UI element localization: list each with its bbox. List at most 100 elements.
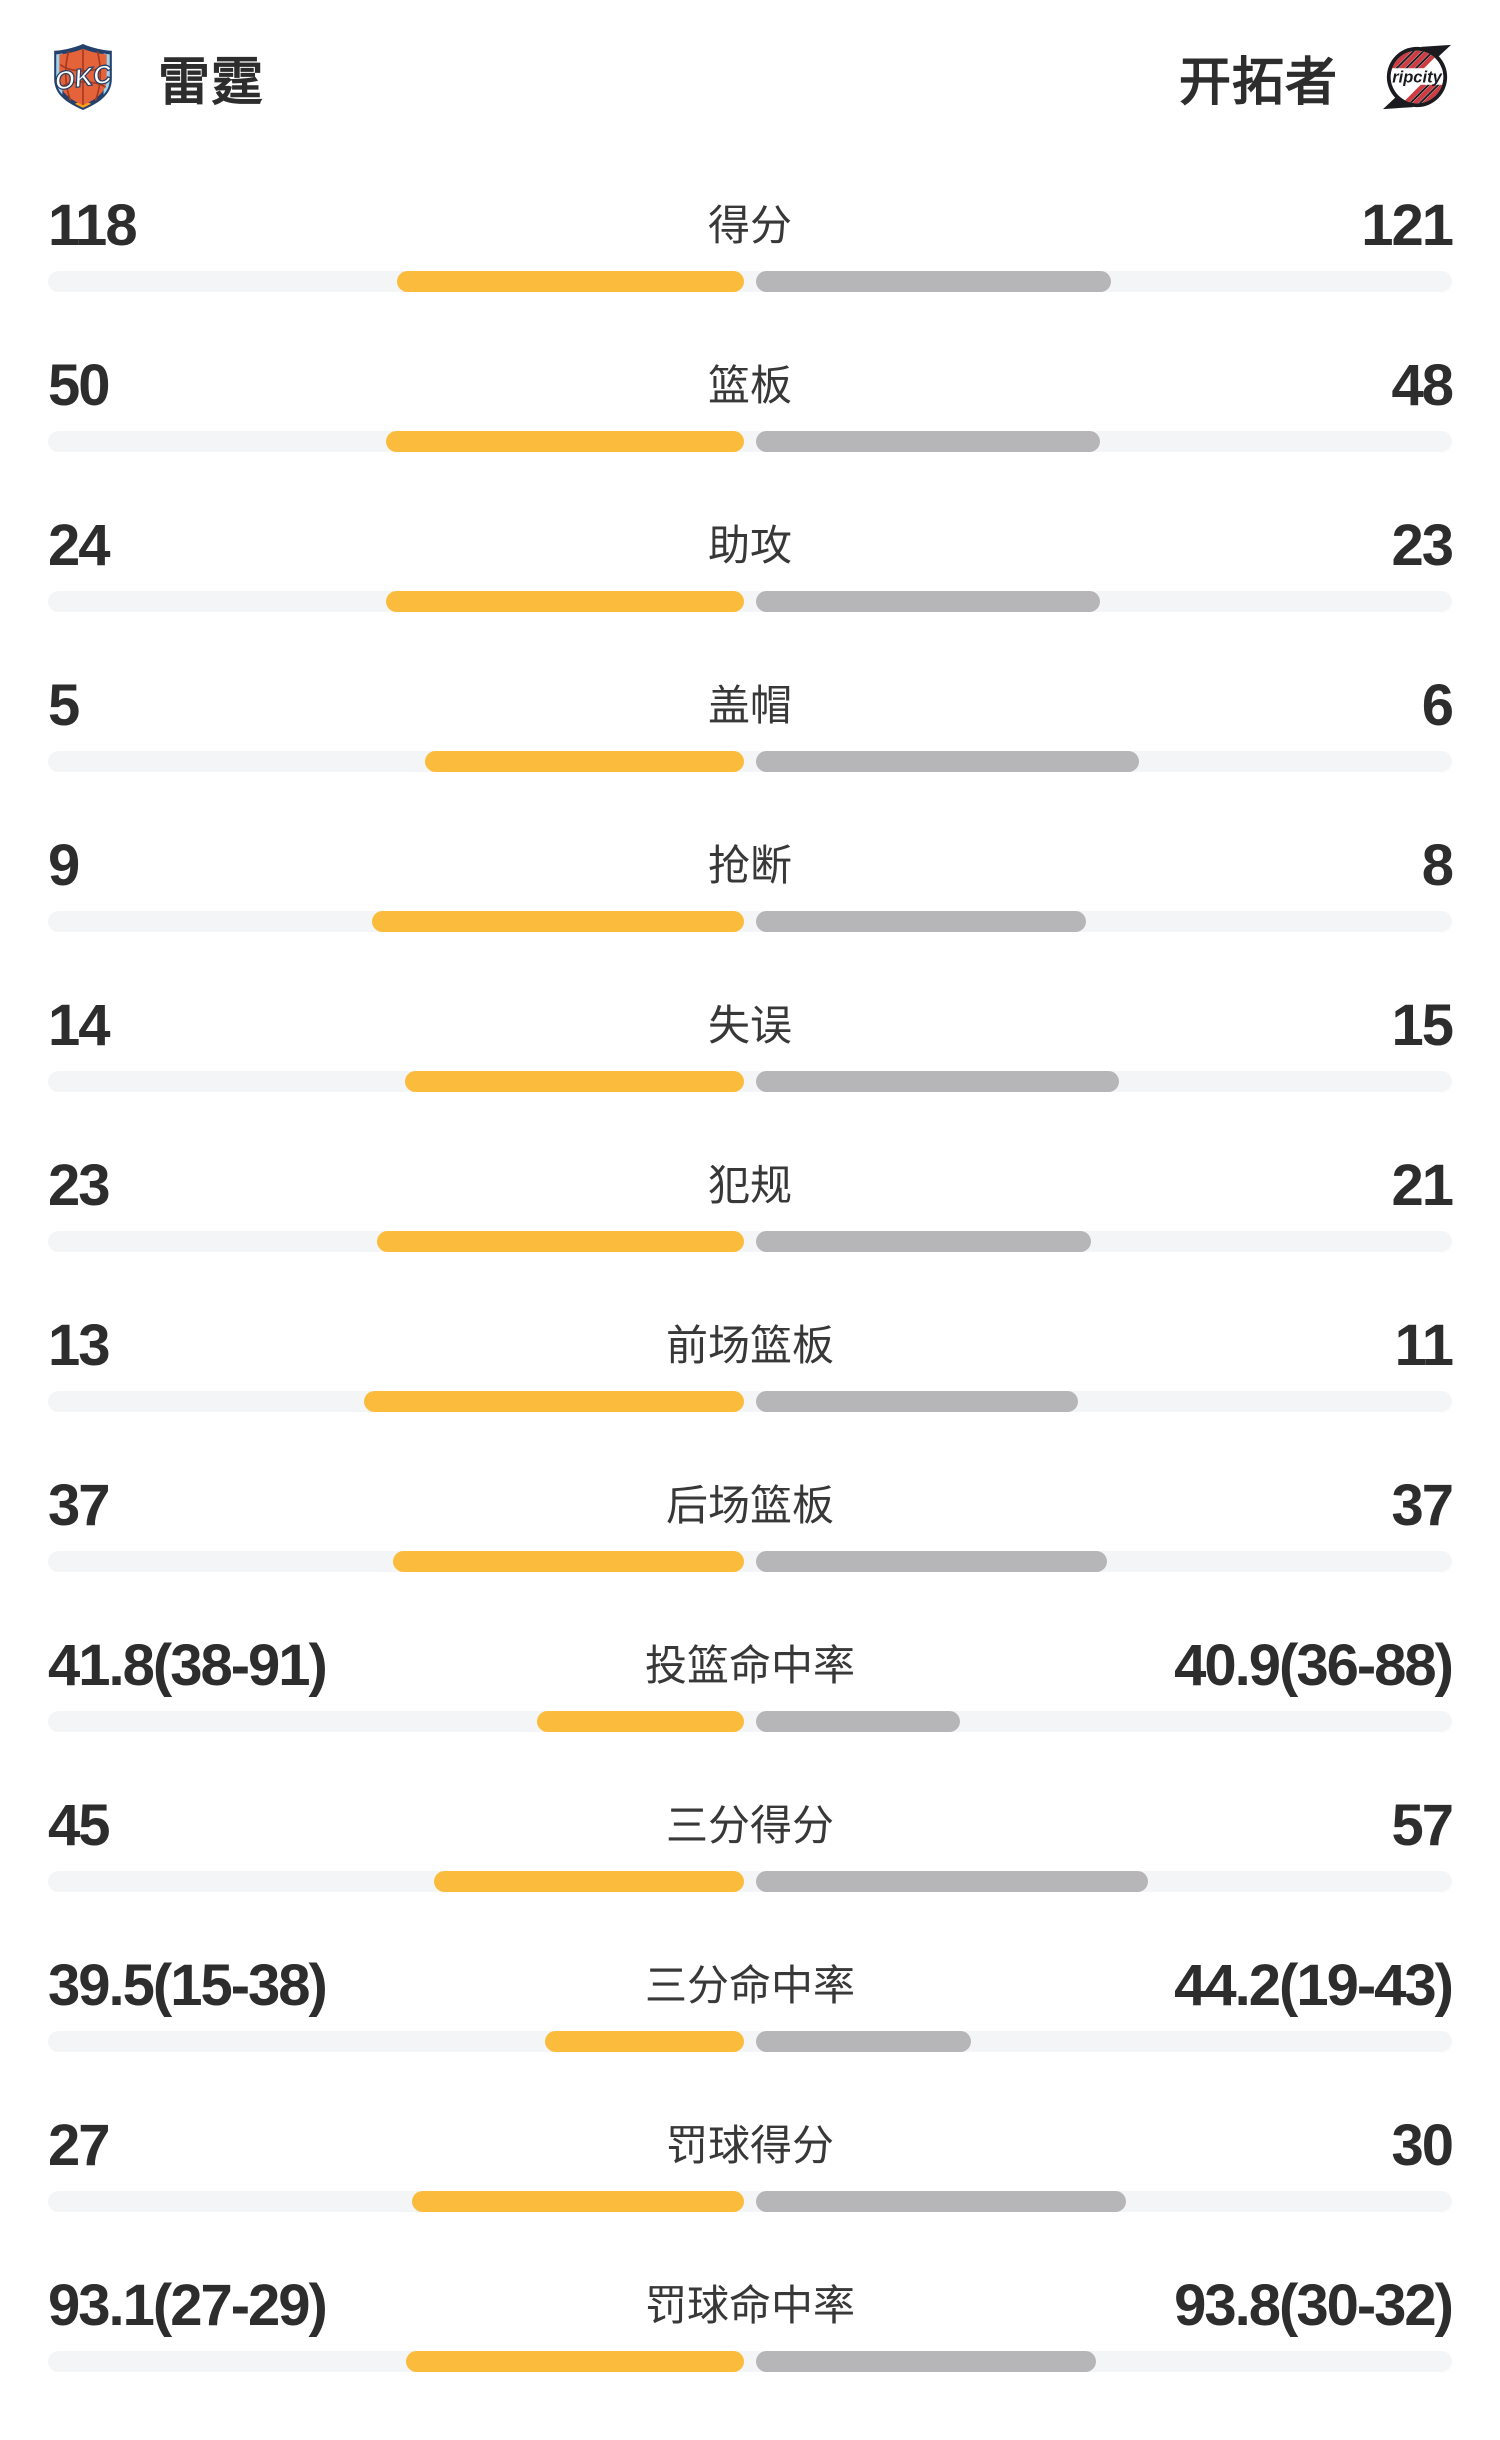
stat-row: 41.8(38-91) 投篮命中率 40.9(36-88)	[48, 1602, 1454, 1762]
right-team-bar	[756, 1551, 1107, 1572]
left-team-value: 118	[48, 193, 138, 258]
left-team-value: 13	[48, 1313, 110, 1378]
stat-line: 23 犯规 21	[48, 1153, 1454, 1218]
left-team-value: 93.1(27-29)	[48, 2273, 328, 2338]
right-team-bar	[756, 911, 1087, 932]
left-team-bar	[405, 2351, 744, 2372]
right-team-header: 开拓者	[1179, 40, 1452, 115]
right-team-value: 121	[1361, 193, 1454, 258]
stat-bar-track	[48, 2351, 1452, 2372]
right-team-value: 37	[1391, 1473, 1453, 1538]
stat-bar-track	[48, 2191, 1452, 2212]
right-team-bar	[756, 2191, 1126, 2212]
left-team-bar	[405, 1071, 744, 1092]
right-team-value: 8	[1421, 833, 1454, 898]
stat-row: 13 前场篮板 11	[48, 1282, 1454, 1442]
left-team-bar	[537, 1711, 744, 1732]
left-team-value: 9	[48, 833, 80, 898]
stat-bar-track	[48, 591, 1452, 612]
right-team-name: 开拓者	[1178, 53, 1338, 112]
stat-bar-track	[48, 1071, 1452, 1092]
left-team-bar	[372, 911, 744, 932]
stat-line: 41.8(38-91) 投篮命中率 40.9(36-88)	[48, 1633, 1454, 1698]
left-team-bar	[363, 1391, 744, 1412]
left-team-bar	[545, 2031, 744, 2052]
stat-row: 45 三分得分 57	[48, 1762, 1454, 1922]
right-team-value: 40.9(36-88)	[1174, 1633, 1454, 1698]
left-team-value: 5	[48, 673, 80, 738]
stat-line: 45 三分得分 57	[48, 1793, 1454, 1858]
right-team-value: 11	[1394, 1313, 1454, 1378]
left-team-bar	[385, 431, 744, 452]
right-team-bar	[756, 1871, 1149, 1892]
right-team-bar	[756, 1391, 1078, 1412]
left-team-name: 雷霆	[158, 53, 265, 112]
stat-label: 三分得分	[665, 1802, 834, 1849]
left-team-bar	[434, 1871, 744, 1892]
stat-row: 93.1(27-29) 罚球命中率 93.8(30-32)	[48, 2242, 1454, 2402]
stat-bar-track	[48, 1231, 1452, 1252]
stat-label: 得分	[707, 202, 792, 249]
left-team-bar	[385, 591, 744, 612]
right-team-value: 6	[1421, 673, 1454, 738]
left-team-value: 41.8(38-91)	[48, 1633, 328, 1698]
right-team-bar	[756, 2031, 972, 2052]
stat-bar-track	[48, 1551, 1452, 1572]
stat-bar-track	[48, 751, 1452, 772]
right-team-value: 21	[1391, 1153, 1453, 1218]
stat-bar-track	[48, 2031, 1452, 2052]
stat-label: 篮板	[707, 362, 792, 409]
stat-line: 118 得分 121	[48, 193, 1454, 258]
stat-line: 9 抢断 8	[48, 833, 1454, 898]
right-team-value: 57	[1391, 1793, 1453, 1858]
stat-label: 投篮命中率	[644, 1642, 855, 1689]
left-team-value: 39.5(15-38)	[48, 1953, 328, 2018]
right-team-bar	[756, 1231, 1091, 1252]
right-team-bar	[756, 751, 1139, 772]
left-team-value: 27	[48, 2113, 110, 2178]
left-team-header: OKC 雷霆	[48, 40, 264, 115]
stat-bar-track	[48, 1391, 1452, 1412]
stat-row: 118 得分 121	[48, 162, 1454, 322]
stat-row: 14 失误 15	[48, 962, 1454, 1122]
left-team-value: 37	[48, 1473, 110, 1538]
stat-label: 前场篮板	[665, 1322, 834, 1369]
team-stats-page: OKC 雷霆 开拓者	[0, 40, 1500, 2402]
stat-label: 抢断	[707, 842, 792, 889]
left-team-value: 24	[48, 513, 110, 578]
stat-line: 24 助攻 23	[48, 513, 1454, 578]
matchup-header: OKC 雷霆 开拓者	[48, 40, 1452, 114]
right-team-bar	[756, 1711, 960, 1732]
right-team-bar	[756, 271, 1112, 292]
stat-bar-track	[48, 911, 1452, 932]
left-team-bar	[377, 1231, 744, 1252]
right-team-value: 48	[1391, 353, 1453, 418]
right-team-value: 30	[1391, 2113, 1453, 2178]
stat-label: 罚球命中率	[644, 2282, 855, 2329]
stat-bar-track	[48, 431, 1452, 452]
right-team-value: 93.8(30-32)	[1174, 2273, 1454, 2338]
right-team-value: 15	[1391, 993, 1453, 1058]
left-team-bar	[424, 751, 744, 772]
stat-row: 24 助攻 23	[48, 482, 1454, 642]
left-team-bar	[411, 2191, 744, 2212]
stat-row: 23 犯规 21	[48, 1122, 1454, 1282]
right-team-bar	[756, 431, 1100, 452]
right-team-value: 44.2(19-43)	[1174, 1953, 1454, 2018]
left-team-bar	[397, 271, 744, 292]
stat-row: 27 罚球得分 30	[48, 2082, 1454, 2242]
stat-row: 39.5(15-38) 三分命中率 44.2(19-43)	[48, 1922, 1454, 2082]
stat-line: 39.5(15-38) 三分命中率 44.2(19-43)	[48, 1953, 1454, 2018]
stat-line: 37 后场篮板 37	[48, 1473, 1454, 1538]
blazers-ripcity-logo: ripcity	[1382, 44, 1452, 110]
stat-row: 50 篮板 48	[48, 322, 1454, 482]
stat-line: 13 前场篮板 11	[48, 1313, 1454, 1378]
right-team-bar	[756, 2351, 1096, 2372]
right-team-value: 23	[1391, 513, 1453, 578]
stat-label: 三分命中率	[644, 1962, 855, 2009]
stat-label: 失误	[707, 1002, 792, 1049]
right-team-bar	[756, 1071, 1120, 1092]
stat-row: 9 抢断 8	[48, 802, 1454, 962]
left-team-value: 45	[48, 1793, 110, 1858]
svg-text:ripcity: ripcity	[1392, 67, 1442, 86]
